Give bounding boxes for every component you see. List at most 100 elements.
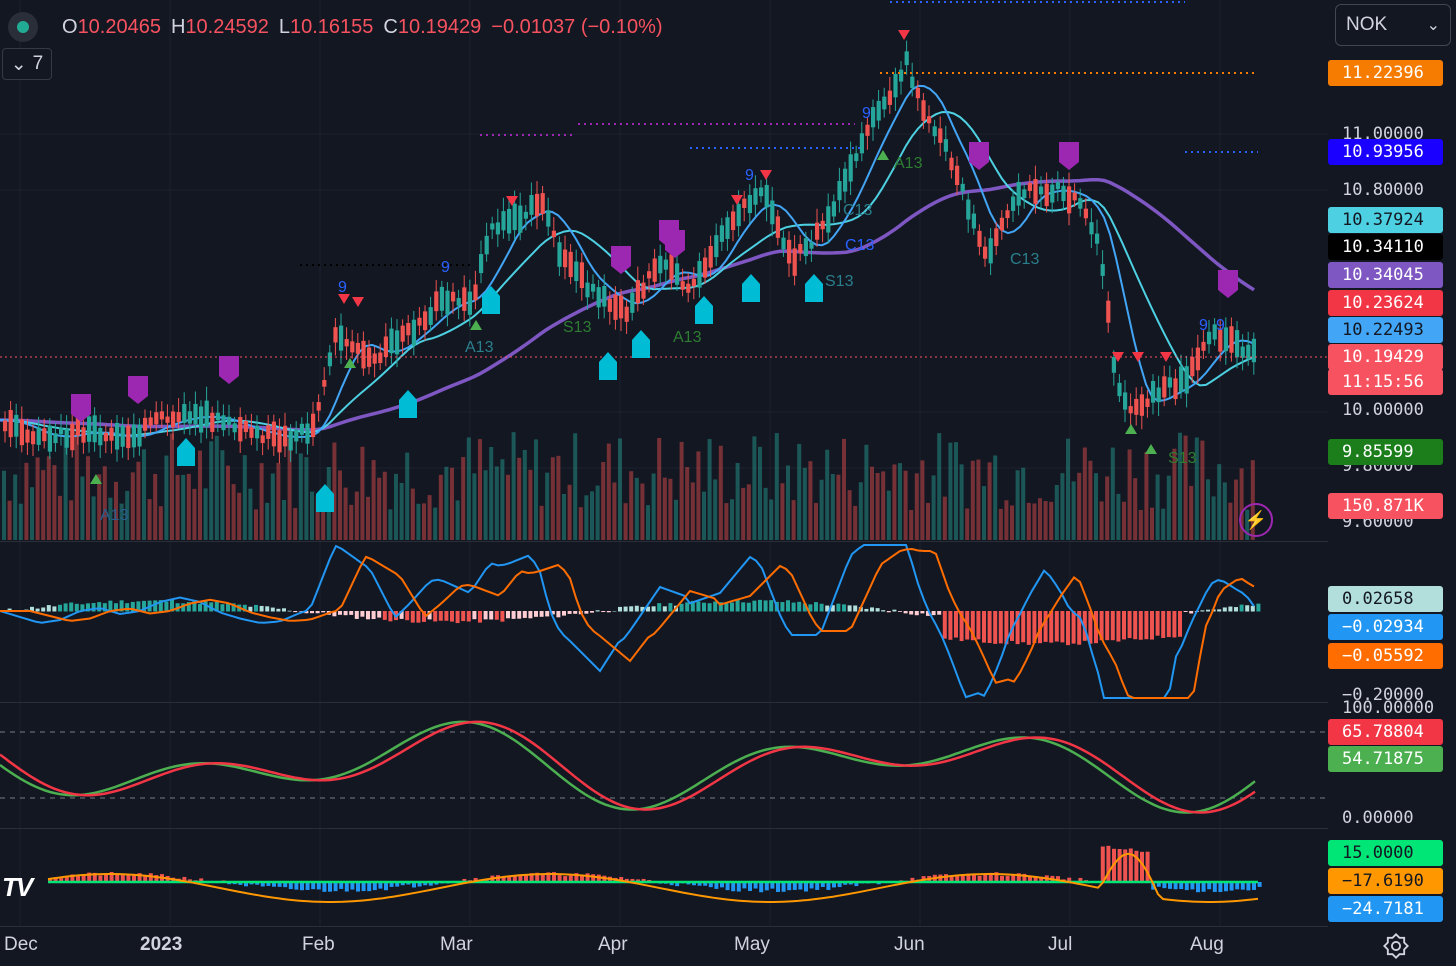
osc-hist-bar [76,875,80,883]
volume-bar [578,507,583,540]
osc-hist-bar [776,882,780,892]
macd-hist-bar [718,602,723,612]
macd-hist-bar [478,611,482,623]
macd-hist-bar [825,605,830,612]
price-label: 11.22396 [1328,60,1443,86]
candle-body [1246,344,1251,360]
candle-body [462,287,467,311]
osc-hist-bar [1078,877,1083,883]
candle-body [803,238,808,257]
volume-bar [1004,500,1009,540]
price-label: 10.34045 [1328,262,1443,288]
candle-body [1218,328,1223,352]
macd-signal-line [0,547,1255,699]
setup-count-label: 9 [1199,317,1208,334]
price-label: 11:15:56 [1328,369,1443,395]
macd-hist-bar [242,604,247,612]
symbol-logo-icon[interactable] [8,12,38,42]
volume-bar [601,462,606,540]
macd-hist-bar [461,611,466,622]
pane-separator[interactable] [0,926,1328,927]
volume-bar [1015,470,1020,540]
volume-bar [394,473,398,540]
osc-hist-bar [339,882,344,889]
candle-body [1207,331,1212,345]
tradingview-logo-icon[interactable]: TV [2,872,33,902]
osc-hist-bar [378,882,383,889]
macd-hist-bar [293,611,298,613]
volume-bar [63,434,68,540]
candle-body [243,421,248,433]
macd-hist-bar [450,611,454,622]
volume-bar [478,439,482,540]
osc-hist-bar [81,874,86,883]
candle-body [820,220,825,230]
volume-bar [584,495,589,540]
candle-body [759,187,764,197]
candle-body [87,416,92,442]
candle-body [1156,387,1161,403]
osc-hist-bar [557,875,562,883]
macd-hist-bar [780,602,785,612]
volume-bar [612,482,617,540]
volume-bar [186,473,191,540]
macd-hist-bar [1166,611,1171,638]
osc-label: −17.6190 [1328,868,1443,894]
macd-hist-bar [52,606,57,612]
candle-body [193,403,198,425]
osc-hist-bar [697,882,702,886]
buy-flag-icon [632,330,650,358]
volume-bar [668,478,673,540]
osc-hist-bar [311,882,316,890]
osc-hist-bar [563,876,568,883]
candle-body [199,406,204,433]
volume-bar [914,473,919,540]
pane-separator[interactable] [0,702,1328,703]
macd-hist-bar [1250,605,1255,612]
stoch-axis-tick: 0.00000 [1342,808,1414,828]
candle-body [42,428,47,442]
osc-label: −24.7181 [1328,896,1443,922]
candle-body [708,246,713,268]
volume-bar [696,451,701,540]
pane-separator[interactable] [0,541,1328,542]
candle-body [249,427,254,438]
osc-hist-bar [277,882,282,887]
candle-body [1128,406,1133,414]
volume-bar [629,471,634,540]
candle-body [932,126,937,137]
macd-hist-bar [489,611,494,620]
macd-hist-bar [1088,611,1093,644]
candle-body [966,199,971,220]
volume-bar [702,491,706,540]
sell-triangle-icon [506,196,518,206]
volume-bar [136,461,141,540]
macd-hist-bar [74,603,79,612]
candle-body [815,222,820,240]
symbol-select[interactable]: NOK ⌄ [1335,4,1451,46]
macd-hist-bar [214,601,219,612]
volume-bar [1088,460,1093,540]
buy-triangle-icon [877,150,889,160]
volume-bar [293,508,298,540]
volume-bar [685,467,690,540]
pane-separator[interactable] [0,828,1328,829]
x-axis-label: 2023 [140,934,183,955]
macd-hist-bar [304,611,309,614]
macd-label: −0.05592 [1328,643,1443,669]
volume-bar [982,486,986,540]
volume-bar [18,503,23,540]
candle-body [988,238,993,264]
volume-bar [1122,501,1126,540]
settings-gear-icon[interactable] [1382,932,1410,960]
volume-bar [114,481,118,540]
candle-body [507,208,512,234]
volume-bar [550,457,555,540]
macd-hist-bar [259,605,264,612]
flash-icon[interactable]: ⚡ [1239,503,1273,537]
buy-flag-icon [599,352,617,380]
indicators-toggle-button[interactable]: ⌄ 7 [2,48,52,80]
macd-hist-bar [830,605,835,612]
macd-hist-bar [679,603,684,612]
